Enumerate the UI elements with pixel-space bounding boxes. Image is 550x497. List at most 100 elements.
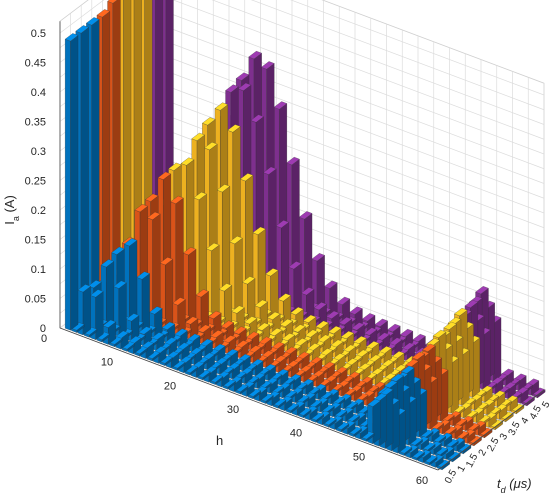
z-tick-label: 0.4 <box>31 87 46 99</box>
bar-top-face <box>328 325 342 334</box>
bar-top-face <box>265 268 279 277</box>
grid-line <box>165 55 545 199</box>
bar-top-face <box>269 327 283 337</box>
bar <box>521 395 535 407</box>
z-tick-label: 0.45 <box>25 58 46 70</box>
bar-top-face <box>324 280 338 289</box>
bar <box>171 360 186 371</box>
bar-side-face <box>91 19 100 315</box>
td-axis-line <box>437 389 545 471</box>
bar-top-face <box>180 157 195 166</box>
bar-top-face <box>170 195 184 204</box>
bar-top-face <box>279 318 294 327</box>
bar-top-face <box>216 184 231 193</box>
bar-top-face <box>149 306 163 315</box>
bar-top-face <box>220 320 235 329</box>
td-tick-label: 5 <box>540 399 550 409</box>
bar-top-face <box>275 220 290 229</box>
bar <box>184 364 199 376</box>
z-tick-label: 0.35 <box>25 117 46 129</box>
bar-top-face <box>147 211 161 220</box>
grid-line <box>165 41 545 184</box>
bar-top-face <box>252 226 266 235</box>
grid-line <box>250 0 545 111</box>
bar <box>146 350 161 362</box>
bar-top-face <box>168 162 182 171</box>
z-tick-label: 0.05 <box>25 294 46 306</box>
bar-top-face <box>263 166 277 175</box>
td-tick-label: 1 <box>456 463 469 473</box>
bar-top-face <box>231 305 245 314</box>
bar-top-face <box>136 271 150 280</box>
bar <box>206 242 220 324</box>
bar-top-face <box>286 156 300 166</box>
bars <box>64 0 546 471</box>
bar-side-face <box>80 27 89 323</box>
bar-top-face <box>267 311 281 320</box>
h-axis-line <box>59 327 439 471</box>
bar-top-face <box>315 320 329 329</box>
bar <box>64 33 79 331</box>
bar-top-face <box>218 283 233 292</box>
bar-top-face <box>475 286 489 295</box>
bar-top-face <box>443 321 457 330</box>
bar-top-face <box>349 306 363 315</box>
bar-top-face <box>138 326 152 335</box>
bar-top-face <box>159 257 174 266</box>
bar <box>411 450 425 461</box>
z-axis-label: Ia (A) <box>2 195 21 225</box>
bar-top-face <box>134 204 148 213</box>
bar-top-face <box>88 280 102 289</box>
bar-top-face <box>90 289 104 298</box>
bar-top-face <box>96 9 111 18</box>
bar <box>531 387 546 399</box>
bar <box>436 459 451 471</box>
h-tick-label: 60 <box>416 475 428 487</box>
bar <box>510 403 525 415</box>
h-tick-label: 30 <box>227 404 239 416</box>
bar-top-face <box>214 102 229 111</box>
z-tick-label: 0.15 <box>25 235 46 247</box>
h-axis-label: h <box>216 433 223 448</box>
bar-top-face <box>399 329 414 338</box>
bar-top-face <box>75 25 89 34</box>
bar-side-face <box>70 35 79 331</box>
bar-top-face <box>277 293 292 302</box>
grid-line <box>165 26 545 170</box>
bar-top-face <box>195 289 209 298</box>
bar <box>348 426 362 437</box>
bar-top-face <box>241 276 256 285</box>
h-tick-label: 40 <box>290 428 302 440</box>
bar-top-face <box>77 284 91 293</box>
bar-top-face <box>248 50 262 60</box>
grid-line <box>211 0 545 125</box>
bar-top-face <box>432 329 447 338</box>
bar-top-face <box>145 193 159 202</box>
bar-top-face <box>243 316 258 325</box>
bar-top-face <box>184 316 199 325</box>
bar-top-face <box>401 365 415 374</box>
bar-top-face <box>411 351 426 360</box>
h-tick-label: 50 <box>353 451 365 463</box>
bar <box>297 407 312 419</box>
bar <box>298 211 313 311</box>
z-tick-label: 0 <box>40 323 46 335</box>
h-tick-label: 20 <box>164 380 176 392</box>
bar-top-face <box>113 280 127 289</box>
h-tick-label: 0 <box>41 333 47 345</box>
bar-top-face <box>298 211 313 220</box>
bar-top-face <box>367 398 381 407</box>
bar-top-face <box>374 318 388 327</box>
bar-top-face <box>64 33 79 42</box>
bar-top-face <box>313 302 327 311</box>
td-tick-label: 2 <box>477 447 490 457</box>
bar-top-face <box>261 61 275 70</box>
bar <box>500 411 514 423</box>
bar <box>83 327 98 338</box>
bar-top-face <box>387 323 401 332</box>
grid-line <box>290 0 545 96</box>
z-tick-label: 0.2 <box>31 205 46 217</box>
bar <box>478 427 493 439</box>
bar-top-face <box>235 72 250 81</box>
bar <box>468 435 482 447</box>
